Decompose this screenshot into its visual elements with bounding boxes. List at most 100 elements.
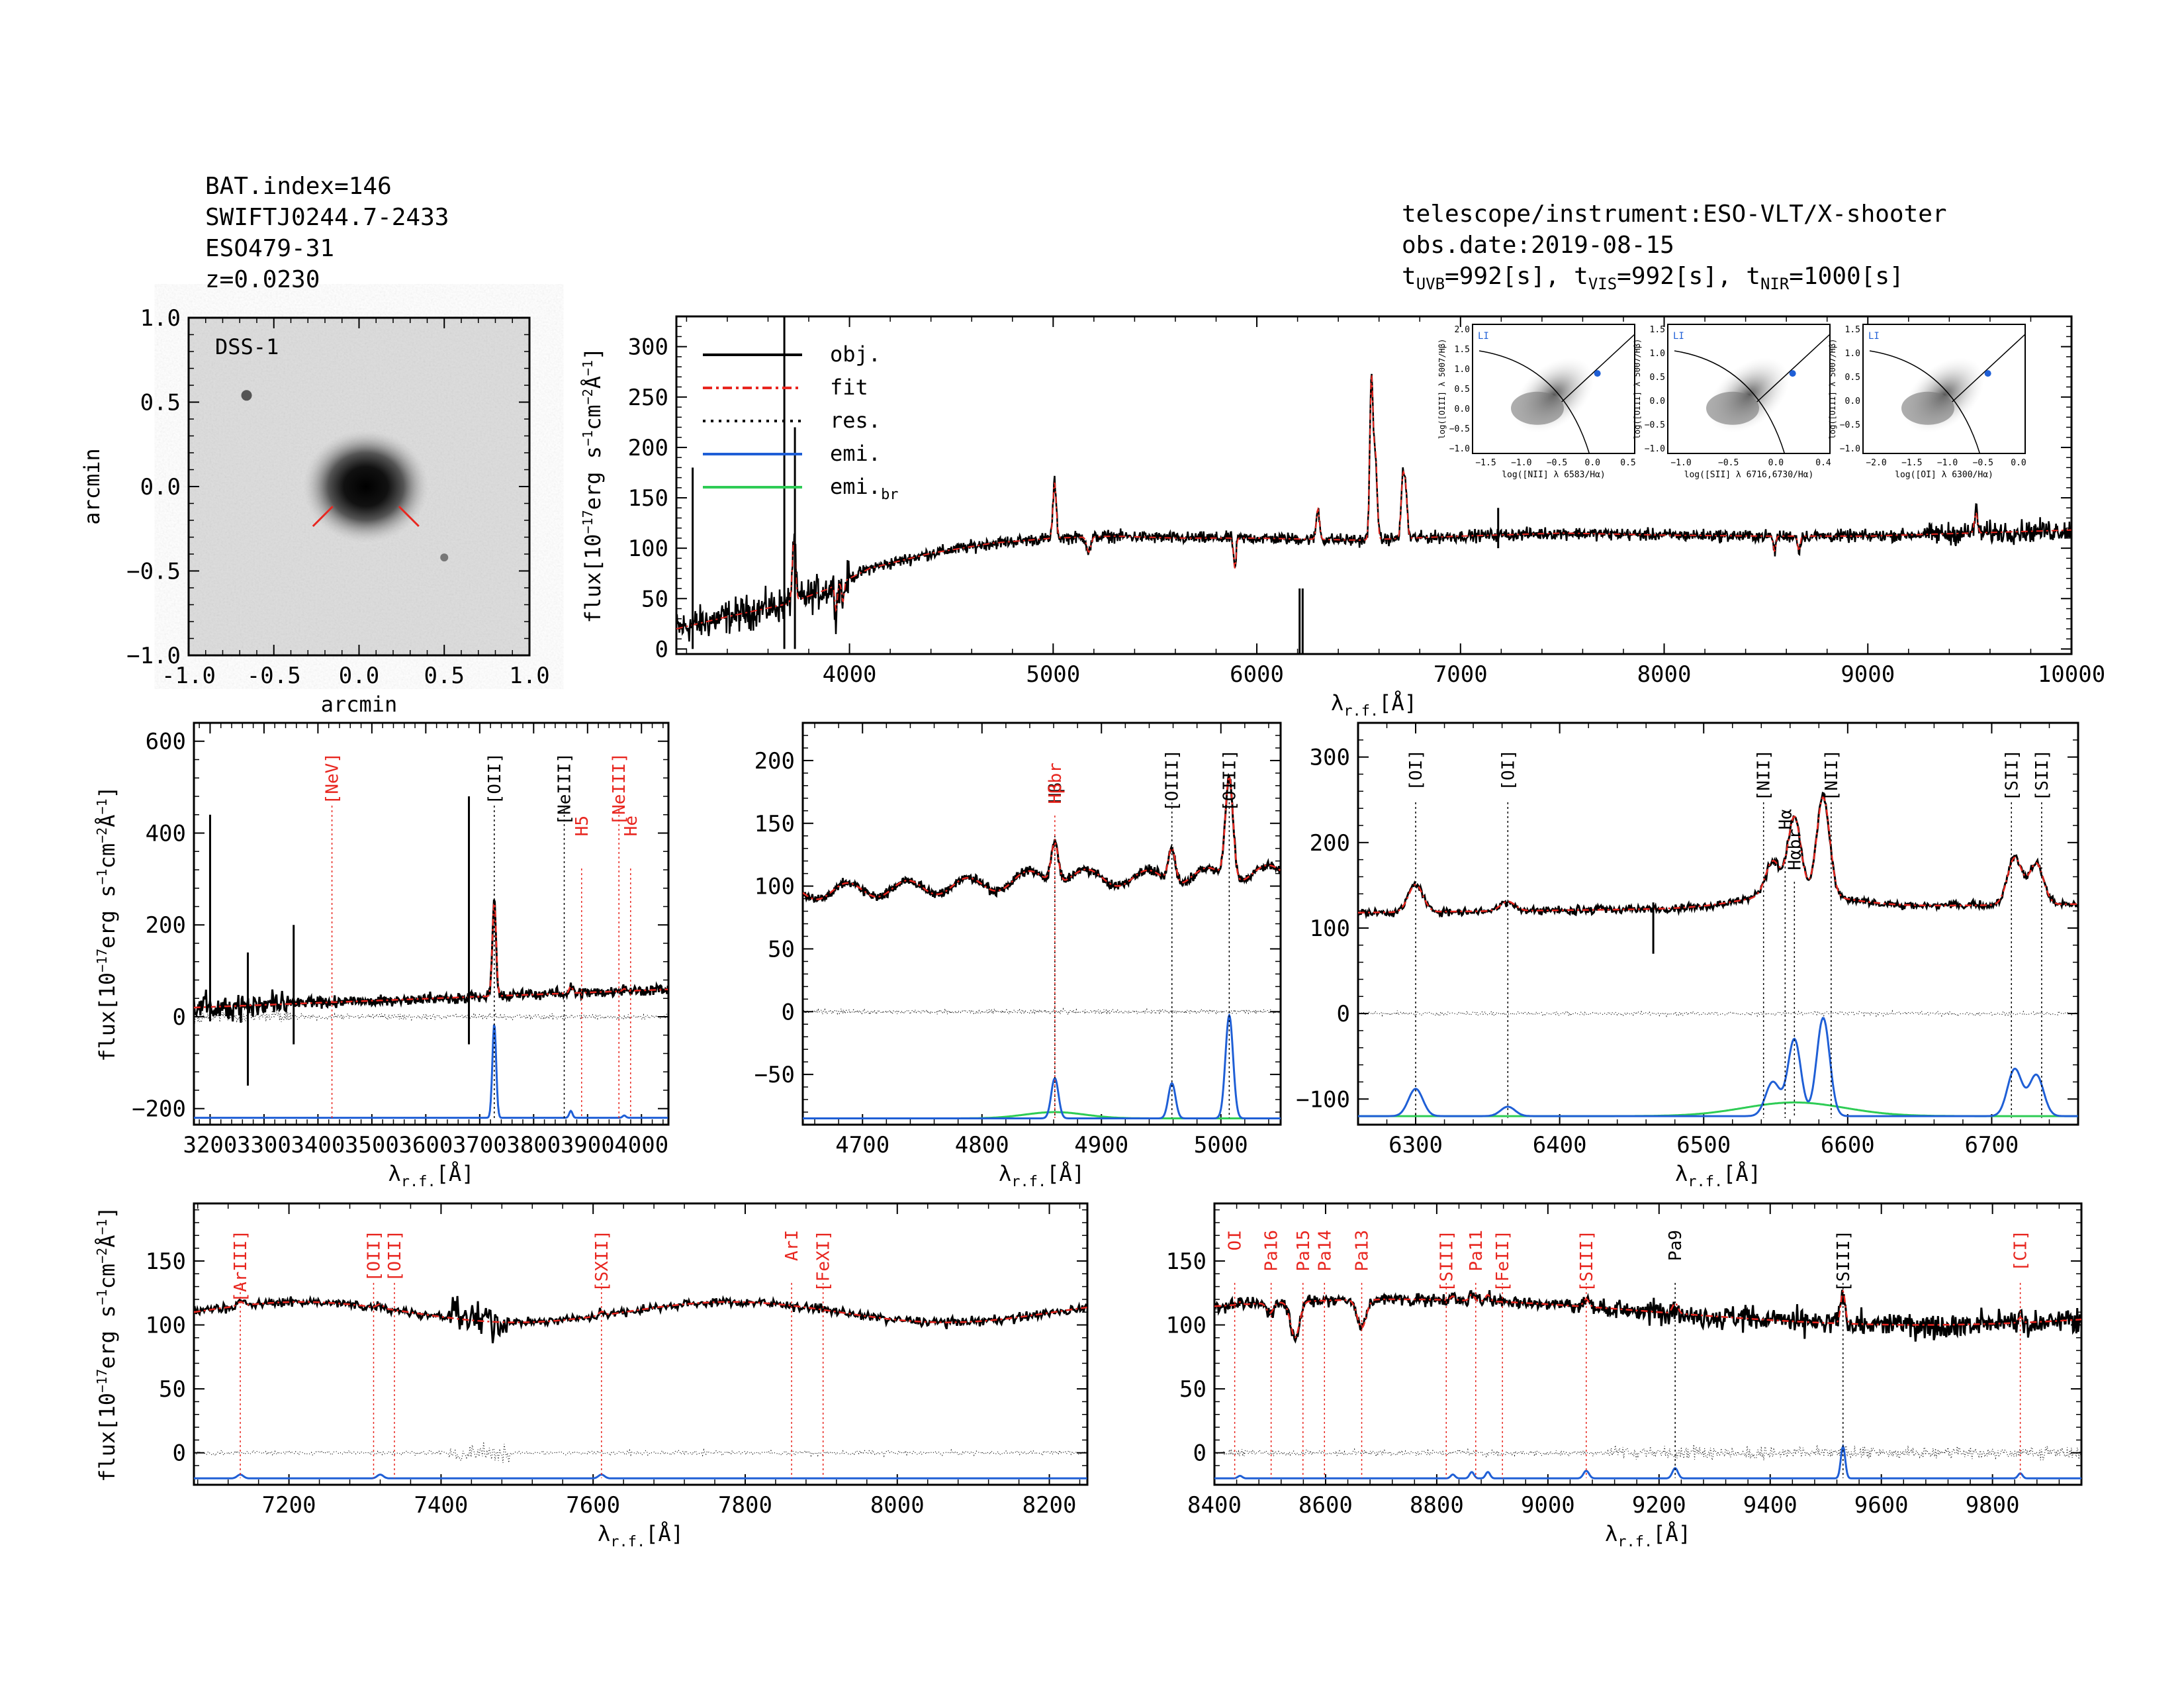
inset-y-tick: 1.0 xyxy=(1845,349,1860,359)
x-tick-label: 3900 xyxy=(561,1132,615,1158)
line-label: Hβ xyxy=(1046,782,1066,803)
line-label: Pa16 xyxy=(1262,1230,1282,1272)
y-tick-label: −100 xyxy=(1296,1086,1350,1113)
y-tick-label: 0 xyxy=(1193,1440,1206,1467)
zoom-panel-z4: 7200 7400 7600 7800 8000 8200 0 50 100 150 λr.f.[Å… xyxy=(94,1202,1089,1550)
x-tick-label: 9200 xyxy=(1632,1492,1686,1519)
x-tick-label: 5000 xyxy=(1026,661,1080,688)
x-tick-label: 4000 xyxy=(823,661,877,688)
inset-y-tick: −0.5 xyxy=(1840,420,1860,430)
line-label: He xyxy=(621,816,641,836)
instrument: telescope/instrument:ESO-VLT/X-shooter xyxy=(1402,201,1947,228)
x-tick-label: 9000 xyxy=(1521,1492,1575,1519)
inset-x-tick: 0.0 xyxy=(1585,458,1600,468)
y-tick-label: −200 xyxy=(132,1096,186,1123)
x-tick-label: 8800 xyxy=(1410,1492,1464,1519)
x-tick-label: 6700 xyxy=(1964,1132,2019,1158)
inset-y-tick: 1.0 xyxy=(1650,349,1665,359)
y-tick-label: 50 xyxy=(1179,1376,1206,1403)
inset-y-label: log([OIII] λ 5007/Hβ) xyxy=(1437,339,1447,440)
x-tick-label: 0.0 xyxy=(339,663,379,689)
seyfert-liner-line xyxy=(1756,334,1831,402)
bpt-inset: LI −1.5 −1.0 −0.5 0.0 0.5 2.0 1.5 1.0 0.5 0.0 −0.5 −… xyxy=(1437,324,1636,480)
inset-x-tick: 0.0 xyxy=(2011,458,2026,468)
star xyxy=(241,390,252,401)
emission-model xyxy=(803,1013,1281,1119)
x-tick-label: 7800 xyxy=(718,1492,772,1519)
x-tick-label: 9400 xyxy=(1743,1492,1797,1519)
inset-x-tick: 0.4 xyxy=(1815,458,1831,468)
legend-label: fit xyxy=(830,375,868,400)
inset-y-tick: 1.5 xyxy=(1845,325,1860,335)
legend-label: emi.br xyxy=(830,474,899,503)
line-label: [OI] xyxy=(1498,749,1518,791)
inset-tag: LI xyxy=(1673,331,1684,342)
slit-marker xyxy=(398,505,420,528)
inset-x-tick: −0.5 xyxy=(1547,458,1567,468)
x-tick-label: 8000 xyxy=(870,1492,925,1519)
bpt-inset: LI −2.0 −1.5 −1.0 −0.5 0.0 1.5 1.0 0.5 0.0 −0.5 −1.… xyxy=(1828,324,2026,480)
line-label: [SII] xyxy=(2002,749,2022,801)
line-label: ArI xyxy=(782,1230,802,1261)
y-tick-label: 200 xyxy=(146,912,186,939)
plot-frame xyxy=(1357,722,2079,1126)
x-axis-label: λr.f.[Å] xyxy=(388,1161,474,1190)
plot-frame xyxy=(193,1202,1089,1486)
line-label: [NII] xyxy=(1754,749,1774,801)
bat-index: BAT.index=146 xyxy=(205,173,392,200)
x-tick-label: 4900 xyxy=(1074,1132,1128,1158)
inset-y-tick: 0.0 xyxy=(1845,397,1860,406)
obj-spectrum xyxy=(803,773,1281,903)
x-tick-label: 8600 xyxy=(1298,1492,1353,1519)
x-tick-label: 7200 xyxy=(262,1492,316,1519)
x-tick-label: 6400 xyxy=(1533,1132,1587,1158)
line-label: Pa13 xyxy=(1353,1230,1373,1272)
emission-model xyxy=(194,1024,668,1119)
line-label: Hαbr xyxy=(1785,829,1805,870)
line-label: [OII] xyxy=(364,1230,384,1282)
y-tick-label: 400 xyxy=(146,820,186,847)
line-label: [OII] xyxy=(485,753,505,804)
y-tick-label: 100 xyxy=(146,1313,186,1339)
line-label: [FeII] xyxy=(1493,1230,1513,1292)
x-axis-label: arcmin xyxy=(321,692,398,717)
y-tick-label: 150 xyxy=(146,1248,186,1275)
x-tick-label: 6500 xyxy=(1676,1132,1731,1158)
y-tick-label: 600 xyxy=(146,729,186,755)
inset-y-tick: 2.0 xyxy=(1455,325,1470,335)
legend-label: obj. xyxy=(830,342,881,367)
residuals xyxy=(194,1442,1087,1463)
x-tick-label: 3400 xyxy=(291,1132,345,1158)
line-label: [NeIII] xyxy=(555,753,575,825)
x-tick-label: 3200 xyxy=(183,1132,237,1158)
y-tick-label: 200 xyxy=(628,435,668,461)
x-tick-label: 3500 xyxy=(345,1132,399,1158)
galaxy-image xyxy=(302,430,429,543)
zoom-panel-z1: 3200 3300 3400 3500 3600 3700 3800 3900 4000−200… xyxy=(94,722,670,1190)
x-tick-label: -0.5 xyxy=(247,663,301,689)
inset-x-tick: −1.5 xyxy=(1475,458,1496,468)
seyfert-liner-line xyxy=(1561,334,1635,402)
line-label: [CI] xyxy=(2011,1230,2031,1272)
x-tick-label: 8200 xyxy=(1023,1492,1077,1519)
inset-y-tick: −1.0 xyxy=(1840,444,1860,454)
y-tick-label: 0.5 xyxy=(140,390,181,416)
x-tick-label: 3600 xyxy=(398,1132,453,1158)
legend: obj. fit res. emi. emi.br xyxy=(703,342,899,503)
object-info: BAT.index=146 SWIFTJ0244.7-2433 ESO479-3… xyxy=(205,171,449,295)
obj-spectrum xyxy=(676,373,2071,642)
line-label: [SIII] xyxy=(1437,1230,1457,1292)
y-tick-label: 100 xyxy=(628,536,668,562)
inset-y-tick: 1.5 xyxy=(1650,325,1665,335)
residuals xyxy=(803,1007,1281,1016)
obj-spectrum xyxy=(1358,792,2078,919)
fit-spectrum xyxy=(803,774,1281,900)
line-label: [FeXI] xyxy=(814,1230,834,1292)
line-label: Pa14 xyxy=(1315,1230,1335,1272)
line-label: Pa9 xyxy=(1666,1230,1686,1261)
obj-spectrum xyxy=(194,899,668,1023)
demarcation-line xyxy=(1869,350,1981,454)
line-label: [SIII] xyxy=(1834,1230,1854,1292)
inset-y-tick: 0.5 xyxy=(1650,373,1665,383)
x-tick-label: 6600 xyxy=(1821,1132,1875,1158)
